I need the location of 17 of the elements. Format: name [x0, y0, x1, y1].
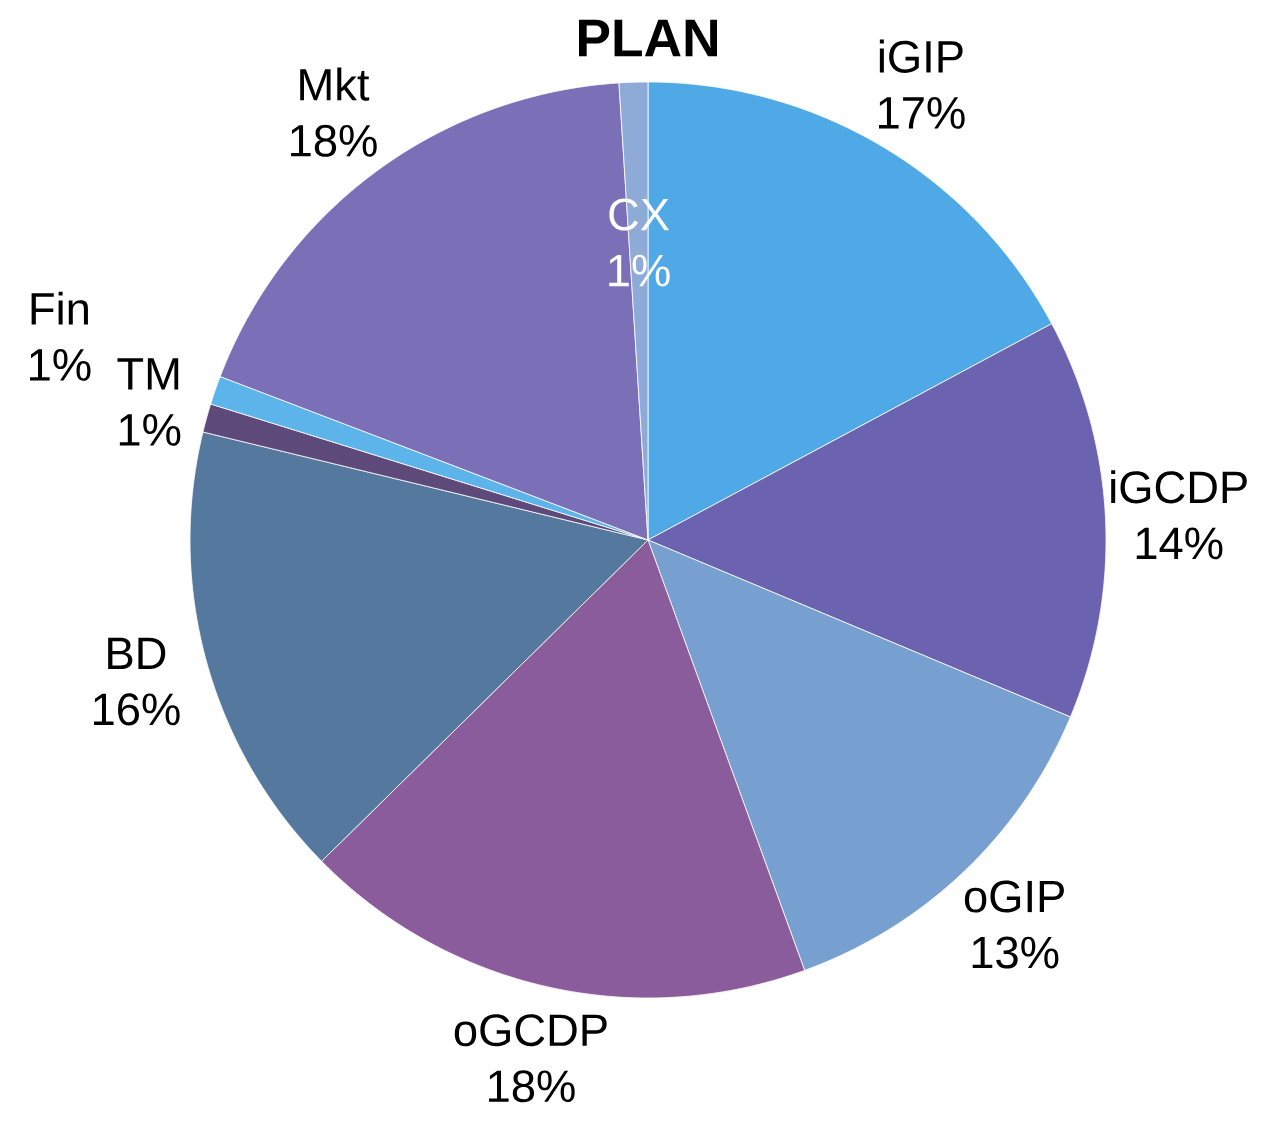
data-label: 17%: [879, 97, 965, 129]
data-label: 16%: [94, 693, 180, 726]
data-label: 18%: [489, 1070, 575, 1103]
data-label: 1%: [119, 414, 181, 446]
data-label: 18%: [291, 124, 377, 157]
slice-label: oGCDP: [454, 1014, 607, 1047]
slice-label: iGIP: [879, 39, 963, 73]
chart-title: PLAN: [578, 19, 718, 57]
data-label: 13%: [972, 936, 1059, 969]
slice-label: TM: [117, 358, 179, 390]
slice-label: BD: [108, 637, 166, 669]
data-label: 14%: [1136, 527, 1223, 560]
slice-label: Mkt: [300, 67, 370, 101]
data-label: 1%: [30, 349, 91, 381]
slice-label: oGIP: [964, 880, 1064, 913]
slice-label: iGCDP: [1111, 470, 1247, 504]
slice-label: Fin: [31, 291, 88, 325]
